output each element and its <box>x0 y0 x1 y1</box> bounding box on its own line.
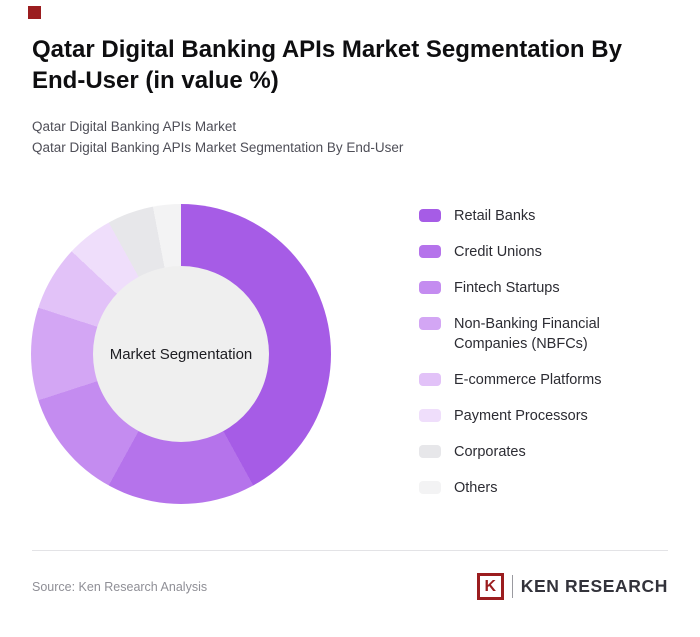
footer: Source: Ken Research Analysis K KEN RESE… <box>32 551 668 600</box>
breadcrumb-line-1: Qatar Digital Banking APIs Market <box>32 119 237 134</box>
legend-item-fintech-startups: Fintech Startups <box>419 278 624 298</box>
footer-divider <box>32 550 668 551</box>
source-text: Source: Ken Research Analysis <box>32 579 208 594</box>
legend: Retail Banks Credit Unions Fintech Start… <box>419 206 624 514</box>
brand-mark-square <box>28 6 41 19</box>
donut-center-label: Market Segmentation <box>109 345 253 363</box>
legend-swatch <box>419 281 441 294</box>
legend-label: Non-Banking Financial Companies (NBFCs) <box>454 316 600 352</box>
legend-swatch <box>419 409 441 422</box>
donut-center: Market Segmentation <box>93 266 269 442</box>
donut-chart: Market Segmentation <box>31 204 331 504</box>
legend-label: Fintech Startups <box>454 280 560 296</box>
legend-label: Retail Banks <box>454 208 536 224</box>
legend-item-nbfcs: Non-Banking Financial Companies (NBFCs) <box>419 314 624 354</box>
logo-wordmark: KEN RESEARCH <box>520 576 668 596</box>
legend-item-credit-unions: Credit Unions <box>419 242 624 262</box>
legend-swatch <box>419 445 441 458</box>
legend-swatch <box>419 317 441 330</box>
legend-label: Credit Unions <box>454 244 542 260</box>
logo-separator <box>511 575 513 598</box>
breadcrumb-line-2: Qatar Digital Banking APIs Market Segmen… <box>32 140 404 155</box>
legend-swatch <box>419 209 441 222</box>
legend-item-ecommerce-platforms: E-commerce Platforms <box>419 370 624 390</box>
page-title: Qatar Digital Banking APIs Market Segmen… <box>32 36 622 94</box>
legend-swatch <box>419 245 441 258</box>
legend-label: Corporates <box>454 444 526 460</box>
legend-item-retail-banks: Retail Banks <box>419 206 624 226</box>
legend-label: Others <box>454 480 498 496</box>
legend-swatch <box>419 481 441 494</box>
logo-k-mark: K <box>476 573 504 600</box>
chart-area: Market Segmentation Retail Banks Credit … <box>31 204 668 514</box>
legend-label: Payment Processors <box>454 408 588 424</box>
legend-item-corporates: Corporates <box>419 442 624 462</box>
legend-item-others: Others <box>419 478 624 498</box>
legend-swatch <box>419 373 441 386</box>
ken-research-logo: K KEN RESEARCH <box>476 573 668 600</box>
legend-label: E-commerce Platforms <box>454 372 602 388</box>
legend-item-payment-processors: Payment Processors <box>419 406 624 426</box>
chart-breadcrumbs: Qatar Digital Banking APIs Market Qatar … <box>32 116 668 158</box>
